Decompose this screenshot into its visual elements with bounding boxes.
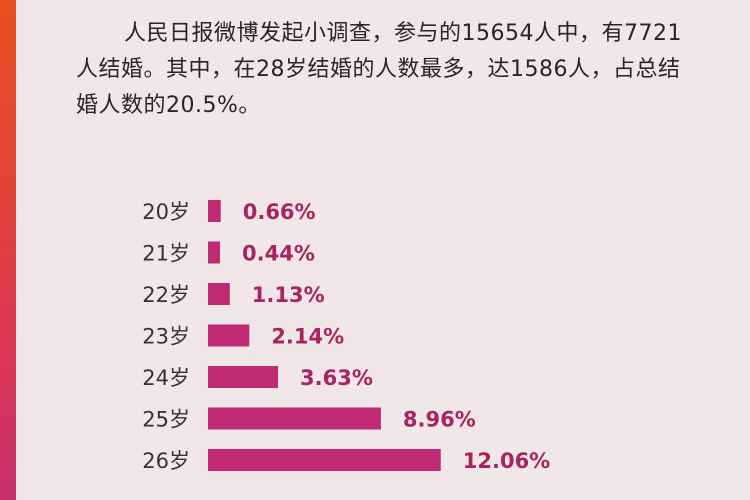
bar [208,324,250,347]
age-label: 21岁 [142,242,190,266]
value-label: 12.06% [463,449,550,473]
intro-text: 人民日报微博发起小调查，参与的15654人中，有7721人结婚。其中，在28岁结… [76,16,696,124]
bar [208,200,221,222]
bar [208,366,279,388]
value-label: 2.14% [271,325,344,349]
bar [208,283,230,305]
bar [208,449,441,471]
age-label: 20岁 [142,200,190,224]
age-label: 23岁 [142,325,190,349]
age-label: 26岁 [142,449,190,473]
bar [208,241,220,264]
age-label: 22岁 [142,283,190,307]
bar [208,407,381,430]
value-label: 8.96% [403,408,476,432]
side-gradient-strip [0,0,16,500]
value-label: 0.66% [243,200,316,224]
age-label: 25岁 [142,408,190,432]
value-label: 3.63% [300,366,373,390]
age-label: 24岁 [142,366,190,390]
value-label: 1.13% [252,283,325,307]
value-label: 0.44% [242,242,315,266]
intro-paragraph: 人民日报微博发起小调查，参与的15654人中，有7721人结婚。其中，在28岁结… [76,21,682,118]
